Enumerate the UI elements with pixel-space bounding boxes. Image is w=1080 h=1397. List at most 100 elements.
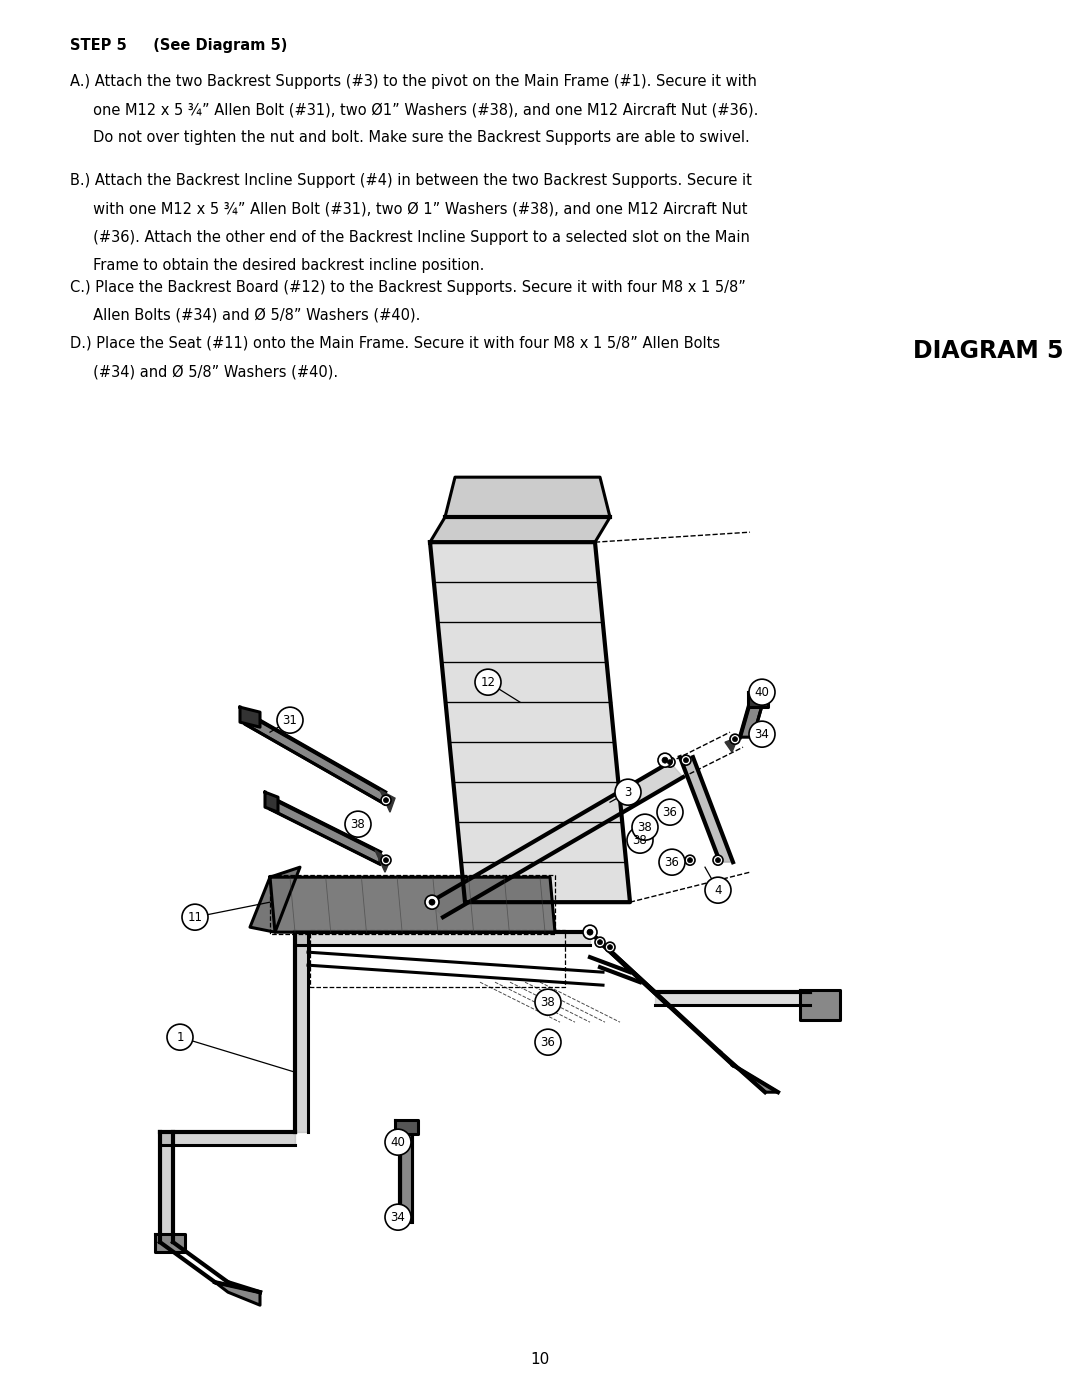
Circle shape bbox=[588, 929, 593, 935]
Text: A.) Attach the two Backrest Supports (#3) to the pivot on the Main Frame (#1). S: A.) Attach the two Backrest Supports (#3… bbox=[70, 74, 757, 89]
Circle shape bbox=[713, 855, 723, 865]
Circle shape bbox=[535, 1030, 561, 1055]
Circle shape bbox=[475, 669, 501, 696]
Circle shape bbox=[345, 812, 372, 837]
Text: 34: 34 bbox=[755, 728, 769, 740]
Text: (#34) and Ø 5/8” Washers (#40).: (#34) and Ø 5/8” Washers (#40). bbox=[70, 365, 338, 379]
Circle shape bbox=[688, 858, 692, 863]
Circle shape bbox=[605, 942, 615, 953]
Circle shape bbox=[183, 904, 208, 930]
Text: 3: 3 bbox=[624, 785, 632, 799]
Polygon shape bbox=[215, 1282, 260, 1305]
Polygon shape bbox=[720, 1052, 778, 1092]
Text: (See Diagram 5): (See Diagram 5) bbox=[143, 38, 287, 53]
Circle shape bbox=[659, 849, 685, 875]
Text: 40: 40 bbox=[755, 686, 769, 698]
Polygon shape bbox=[590, 932, 733, 1065]
Circle shape bbox=[662, 757, 669, 763]
Text: 34: 34 bbox=[391, 1211, 405, 1224]
Polygon shape bbox=[430, 517, 610, 542]
Text: Allen Bolts (#34) and Ø 5/8” Washers (#40).: Allen Bolts (#34) and Ø 5/8” Washers (#4… bbox=[70, 307, 420, 323]
Text: 38: 38 bbox=[541, 996, 555, 1009]
Circle shape bbox=[632, 814, 658, 840]
Circle shape bbox=[426, 895, 438, 909]
Polygon shape bbox=[265, 792, 278, 812]
Circle shape bbox=[383, 858, 389, 863]
Text: 38: 38 bbox=[637, 820, 652, 834]
Text: STEP 5: STEP 5 bbox=[70, 38, 127, 53]
Circle shape bbox=[732, 736, 738, 742]
Circle shape bbox=[715, 858, 720, 863]
Circle shape bbox=[615, 780, 642, 805]
Text: with one M12 x 5 ¾” Allen Bolt (#31), two Ø 1” Washers (#38), and one M12 Aircra: with one M12 x 5 ¾” Allen Bolt (#31), tw… bbox=[70, 201, 747, 217]
Circle shape bbox=[684, 757, 689, 763]
Polygon shape bbox=[740, 703, 762, 738]
Circle shape bbox=[585, 928, 595, 937]
Circle shape bbox=[429, 900, 435, 905]
Circle shape bbox=[430, 900, 434, 905]
Polygon shape bbox=[445, 478, 610, 517]
Circle shape bbox=[595, 937, 605, 947]
Circle shape bbox=[658, 753, 672, 767]
Polygon shape bbox=[375, 851, 390, 872]
Polygon shape bbox=[270, 798, 380, 865]
Text: 4: 4 bbox=[714, 884, 721, 897]
Circle shape bbox=[583, 925, 597, 939]
Circle shape bbox=[597, 940, 603, 944]
Text: 12: 12 bbox=[481, 676, 496, 689]
Circle shape bbox=[384, 1129, 411, 1155]
Text: 38: 38 bbox=[633, 834, 647, 847]
Text: 10: 10 bbox=[530, 1352, 550, 1366]
Text: 36: 36 bbox=[664, 856, 679, 869]
Polygon shape bbox=[725, 738, 738, 752]
Circle shape bbox=[167, 1024, 193, 1051]
Circle shape bbox=[588, 929, 593, 935]
Circle shape bbox=[730, 735, 740, 745]
Polygon shape bbox=[156, 1234, 185, 1252]
Circle shape bbox=[381, 855, 391, 865]
Polygon shape bbox=[249, 868, 300, 932]
Text: DIAGRAM 5: DIAGRAM 5 bbox=[914, 339, 1064, 363]
Text: D.) Place the Seat (#11) onto the Main Frame. Secure it with four M8 x 1 5/8” Al: D.) Place the Seat (#11) onto the Main F… bbox=[70, 335, 720, 351]
Polygon shape bbox=[380, 791, 395, 812]
Text: 38: 38 bbox=[351, 817, 365, 831]
Polygon shape bbox=[430, 542, 630, 902]
Text: 31: 31 bbox=[283, 714, 297, 726]
Polygon shape bbox=[270, 877, 555, 932]
Polygon shape bbox=[680, 757, 733, 862]
Text: 11: 11 bbox=[188, 911, 203, 923]
Circle shape bbox=[657, 799, 683, 826]
Circle shape bbox=[705, 877, 731, 904]
Text: 36: 36 bbox=[541, 1035, 555, 1049]
Polygon shape bbox=[748, 692, 768, 707]
Text: one M12 x 5 ¾” Allen Bolt (#31), two Ø1” Washers (#38), and one M12 Aircraft Nut: one M12 x 5 ¾” Allen Bolt (#31), two Ø1”… bbox=[70, 102, 758, 117]
Text: 40: 40 bbox=[391, 1136, 405, 1148]
Text: Frame to obtain the desired backrest incline position.: Frame to obtain the desired backrest inc… bbox=[70, 257, 485, 272]
Circle shape bbox=[750, 679, 775, 705]
Polygon shape bbox=[395, 1120, 418, 1134]
Polygon shape bbox=[430, 763, 683, 918]
Polygon shape bbox=[240, 707, 260, 728]
Text: Do not over tighten the nut and bolt. Make sure the Backrest Supports are able t: Do not over tighten the nut and bolt. Ma… bbox=[70, 130, 750, 145]
Polygon shape bbox=[400, 1132, 411, 1222]
Circle shape bbox=[276, 707, 303, 733]
Text: 36: 36 bbox=[662, 806, 677, 819]
Circle shape bbox=[681, 756, 691, 766]
Circle shape bbox=[607, 944, 612, 950]
Polygon shape bbox=[245, 712, 384, 805]
Text: B.) Attach the Backrest Incline Support (#4) in between the two Backrest Support: B.) Attach the Backrest Incline Support … bbox=[70, 173, 752, 189]
Circle shape bbox=[381, 795, 391, 805]
Text: C.) Place the Backrest Board (#12) to the Backrest Supports. Secure it with four: C.) Place the Backrest Board (#12) to th… bbox=[70, 279, 746, 295]
Circle shape bbox=[750, 721, 775, 747]
Circle shape bbox=[665, 757, 675, 767]
Text: 1: 1 bbox=[176, 1031, 184, 1044]
Circle shape bbox=[427, 897, 437, 907]
Polygon shape bbox=[800, 990, 840, 1020]
Circle shape bbox=[667, 760, 673, 764]
Circle shape bbox=[384, 1204, 411, 1231]
Circle shape bbox=[685, 855, 696, 865]
Text: (#36). Attach the other end of the Backrest Incline Support to a selected slot o: (#36). Attach the other end of the Backr… bbox=[70, 229, 751, 244]
Circle shape bbox=[627, 827, 653, 854]
Circle shape bbox=[383, 798, 389, 803]
Circle shape bbox=[535, 989, 561, 1016]
